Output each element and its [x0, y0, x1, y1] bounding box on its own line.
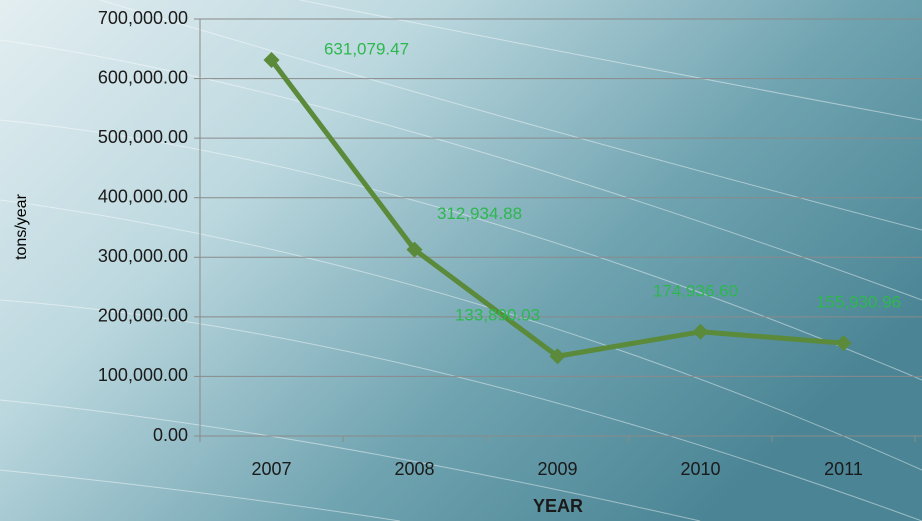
x-tick-label: 2008: [394, 459, 434, 479]
y-tick-label: 700,000.00: [98, 8, 188, 28]
data-label: 631,079.47: [324, 40, 409, 59]
data-label: 133,890.03: [455, 306, 540, 325]
y-tick-label: 100,000.00: [98, 365, 188, 385]
y-tick-label: 0.00: [153, 425, 188, 445]
y-tick-label: 600,000.00: [98, 67, 188, 87]
y-tick-label: 400,000.00: [98, 186, 188, 206]
chart: tons/year YEAR 0.00 100,000.00 200,000.00 3…: [0, 0, 922, 521]
x-tick-label: 2007: [251, 459, 291, 479]
x-tick-label: 2011: [824, 459, 863, 479]
y-tick-label: 500,000.00: [98, 127, 188, 147]
data-label: 312,934.88: [437, 204, 522, 223]
x-tick-label: 2009: [537, 459, 577, 479]
data-label: 174,936.60: [653, 281, 738, 300]
x-tick-label: 2010: [680, 459, 720, 479]
y-tick-label: 300,000.00: [98, 246, 188, 266]
y-axis-title: tons/year: [13, 193, 30, 259]
data-label: 155,930.96: [816, 293, 901, 312]
y-tick-label: 200,000.00: [98, 306, 188, 326]
x-axis-title: YEAR: [533, 496, 583, 516]
